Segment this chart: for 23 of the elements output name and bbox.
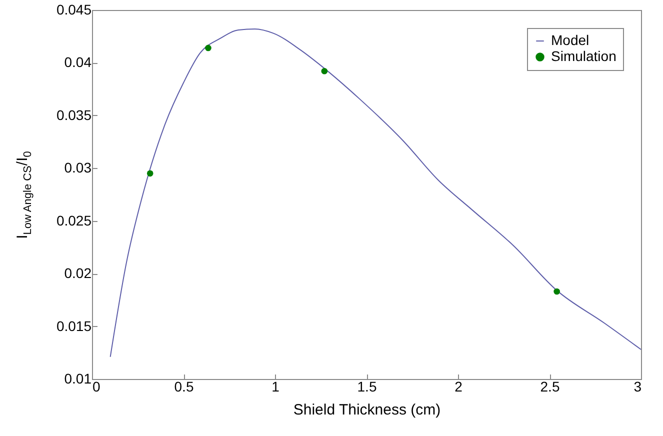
y-tick-label: 0.025: [56, 212, 92, 228]
point: [205, 44, 212, 52]
x-tick-label: 2.5: [540, 378, 560, 394]
x-tick-label: 0: [92, 378, 100, 394]
line-series: [110, 28, 642, 358]
point: [146, 170, 154, 177]
x-tick-label: 1.5: [357, 378, 377, 394]
x-tick-label: 0.5: [174, 378, 194, 394]
y-tick-label: 0.02: [64, 265, 92, 282]
legend-label: Simulation: [551, 48, 616, 64]
y-tick-label: 0.035: [56, 106, 92, 123]
legend-label: Model: [551, 32, 590, 48]
y-tick-label: 0.01: [64, 370, 92, 386]
point: [321, 68, 328, 74]
x-tick-label: 1: [272, 378, 280, 394]
x-tick-label: 3: [634, 378, 642, 394]
x-axis-title: Shield Thickness (cm): [293, 402, 441, 418]
y-tick-label: 0.015: [56, 318, 92, 334]
x-tick-label: 2: [454, 378, 463, 394]
point: [554, 288, 560, 295]
y-tick-label: 0.03: [64, 160, 92, 176]
y-tick-label: 0.04: [64, 54, 92, 70]
y-tick-label: 0.045: [56, 2, 92, 18]
